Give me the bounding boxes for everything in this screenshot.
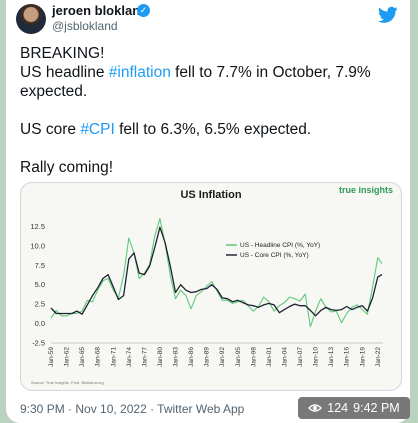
x-tick-label: Jan-80 — [157, 347, 164, 367]
text-span: US headline — [20, 64, 109, 81]
x-tick-label: Jan-62 — [64, 347, 71, 367]
y-tick-label: 0.0 — [35, 319, 45, 328]
overlay-time: 9:42 PM — [353, 401, 400, 415]
eye-icon — [308, 404, 323, 412]
x-tick-label: Jan-16 — [344, 347, 351, 367]
x-tick-label: Jan-10 — [313, 347, 320, 367]
y-tick-label: 7.5 — [35, 261, 45, 270]
text-span: fell to 7.7% in October, 7.9% — [170, 64, 371, 81]
series-line-core — [50, 226, 383, 317]
y-tick-label: -2.5 — [32, 339, 45, 348]
x-tick-label: Jan-74 — [126, 347, 133, 367]
tweet-line: expected. — [20, 83, 88, 100]
series-line-headline — [50, 218, 383, 328]
tweet-line: BREAKING! — [20, 45, 105, 62]
x-tick-label: Jan-71 — [110, 347, 117, 367]
x-tick-label: Jan-04 — [281, 347, 288, 367]
hashtag-inflation[interactable]: #inflation — [108, 64, 171, 81]
tweet-line: US headline #inflation fell to 7.7% in O… — [20, 63, 405, 82]
x-tick-label: Jan-68 — [95, 347, 102, 367]
x-tick-label: Jan-86 — [188, 347, 195, 367]
author-handle[interactable]: @jsblokland — [52, 19, 118, 33]
x-tick-label: Jan-07 — [297, 347, 304, 367]
legend-label: US - Core CPI (%, YoY) — [240, 252, 309, 259]
views-overlay: 124 9:42 PM — [298, 397, 410, 419]
x-tick-label: Jan-92 — [219, 347, 226, 367]
inflation-chart: US Inflation true insights 12.5 10.0 7.5 5.… — [30, 185, 393, 385]
x-tick-label: Jan-22 — [375, 347, 382, 367]
x-tick-label: Jan-01 — [266, 347, 273, 367]
twitter-icon[interactable] — [378, 6, 398, 24]
tweet-text: BREAKING! US headline #inflation fell to… — [20, 44, 405, 177]
y-tick-label: 12.5 — [30, 222, 45, 231]
chart-source: Source: True Insights, Fred, Blokland.or… — [31, 380, 104, 385]
brand-logo: true insights — [339, 185, 393, 195]
y-tick-label: 2.5 — [35, 300, 45, 309]
x-tick-label: Jan-77 — [141, 347, 148, 367]
x-tick-label: Jan-89 — [204, 347, 211, 367]
x-tick-label: Jan-65 — [79, 347, 86, 367]
y-tick-label: 5.0 — [35, 280, 45, 289]
avatar[interactable] — [16, 4, 46, 34]
hashtag-cpi[interactable]: #CPI — [80, 121, 115, 138]
tweet-line: US core #CPI fell to 6.3%, 6.5% expected… — [20, 120, 405, 139]
text-span: fell to 6.3%, 6.5% expected. — [114, 121, 312, 138]
tweet-timestamp[interactable]: 9:30 PM · Nov 10, 2022 · Twitter Web App — [20, 402, 245, 416]
chart-title: US Inflation — [180, 189, 241, 201]
x-tick-label: Jan-13 — [328, 347, 335, 367]
y-tick-label: 10.0 — [30, 241, 45, 250]
tweet-header: jeroen blokland ✓ @jsblokland — [6, 0, 410, 38]
author-name[interactable]: jeroen blokland — [52, 3, 149, 18]
text-span: US core — [20, 121, 81, 138]
tweet-line: Rally coming! — [20, 159, 114, 176]
legend-label: US - Headline CPI (%, YoY) — [240, 242, 320, 249]
tweet-card: jeroen blokland ✓ @jsblokland BREAKING! … — [6, 0, 410, 423]
x-tick-label: Jan-19 — [359, 347, 366, 367]
tweet-media-chart[interactable]: US Inflation true insights 12.5 10.0 7.5 5.… — [20, 182, 402, 391]
x-tick-label: Jan-98 — [250, 347, 257, 367]
x-tick-label: Jan-59 — [48, 347, 55, 367]
x-tick-label: Jan-95 — [235, 347, 242, 367]
view-count: 124 — [327, 401, 349, 415]
verified-icon: ✓ — [137, 4, 150, 17]
x-tick-label: Jan-83 — [173, 347, 180, 367]
